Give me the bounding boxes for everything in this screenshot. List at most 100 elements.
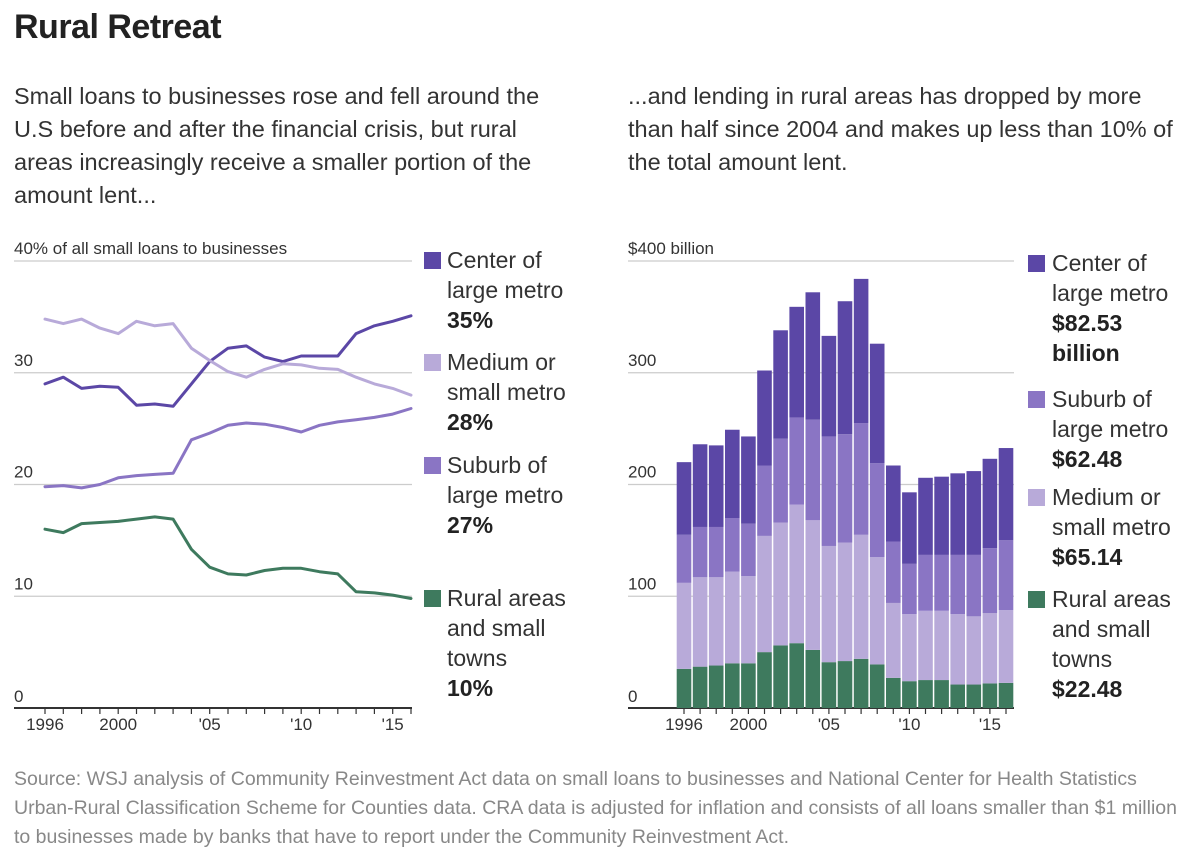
bar-segment-suburb [676, 534, 692, 583]
source-note: Source: WSJ analysis of Community Reinve… [14, 768, 1177, 848]
legend-label-rural: and small [1052, 616, 1150, 642]
bar-segment-center [821, 335, 837, 437]
bar-segment-medium [676, 582, 692, 669]
bar-segment-suburb [805, 419, 821, 521]
x-tick-label: '10 [290, 715, 312, 734]
bar-segment-medium [725, 571, 740, 664]
page-title: Rural Retreat [14, 8, 222, 46]
bar-segment-suburb [821, 436, 837, 546]
bar-segment-center [725, 429, 740, 519]
bar-segment-suburb [918, 554, 933, 611]
legend-value-rural: $22.48 [1052, 676, 1123, 702]
bar-segment-suburb [741, 523, 756, 577]
legend-label-suburb: large metro [1052, 416, 1168, 442]
legend-swatch-suburb [424, 457, 441, 474]
line-chart-share: 0 10 20 30 40% of all small loans to busines… [14, 239, 566, 734]
bar-segment-medium [902, 614, 917, 682]
bar-segment-suburb [934, 554, 949, 611]
bar-segment-medium [837, 542, 853, 662]
x-tick-label: '05 [199, 715, 221, 734]
bar-segment-medium [741, 576, 756, 664]
legend-label-rural: towns [1052, 646, 1112, 672]
bar-segment-medium [966, 616, 982, 685]
series-line-suburb [43, 407, 413, 490]
bar-segment-rural [853, 658, 869, 708]
bar-segment-medium [805, 520, 821, 650]
bar-segment-center [805, 292, 821, 420]
y-tick-label: 30 [14, 351, 33, 370]
x-tick-label: 2000 [729, 715, 767, 734]
bar-segment-medium [692, 577, 708, 667]
bar-segment-rural [725, 663, 740, 708]
bar-segment-center [869, 343, 885, 464]
x-tick-label: 1996 [665, 715, 703, 734]
bar-segment-rural [805, 649, 821, 708]
y-tick-label: 40% of all small loans to businesses [14, 239, 287, 258]
legend-swatch-rural [424, 590, 441, 607]
y-tick-label: 200 [628, 463, 656, 482]
bar-segment-center [676, 462, 692, 535]
bar-segment-rural [708, 665, 724, 708]
y-tick-label: 0 [14, 687, 23, 706]
y-tick-label: 0 [628, 687, 637, 706]
bar-segment-medium [934, 610, 949, 681]
bar-segment-rural [773, 645, 788, 708]
bar-segment-rural [692, 666, 708, 708]
legend-label-center: large metro [1052, 280, 1168, 306]
bar-segment-rural [757, 652, 772, 709]
bar-segment-center [966, 471, 982, 555]
legend-label-suburb: large metro [447, 482, 563, 508]
bar-segment-medium [853, 534, 869, 659]
bar-segment-rural [821, 662, 837, 708]
legend-label-medium: small metro [1052, 514, 1171, 540]
bar-segment-suburb [886, 541, 901, 603]
bar-segment-center [886, 465, 901, 542]
legend-value-suburb: 27% [447, 512, 493, 538]
y-tick-label: $400 billion [628, 239, 714, 258]
bar-segment-suburb [757, 465, 772, 536]
bar-segment-center [837, 301, 853, 435]
series-line-center [43, 314, 413, 408]
bar-segment-rural [934, 680, 949, 708]
bar-segment-suburb [789, 417, 804, 505]
stacked-bar-chart-amount: 0 100 200 300 $400 billion 1996 2000 '05 '10 '15 C… [628, 239, 1171, 734]
bar-segment-rural [966, 684, 982, 708]
x-tick-label: '10 [898, 715, 920, 734]
bar-segment-suburb [966, 554, 982, 617]
bar-segment-rural [918, 680, 933, 708]
bar-segment-center [708, 445, 724, 527]
series-line-medium [43, 317, 413, 397]
legend-label-medium: Medium or [1052, 484, 1161, 510]
bar-segment-rural [837, 661, 853, 708]
bar-segment-rural [741, 663, 756, 708]
legend-swatch-rural [1028, 591, 1045, 608]
legend-swatch-medium [424, 354, 441, 371]
legend-swatch-center [424, 252, 441, 269]
bar-segment-medium [708, 577, 724, 666]
bar-segment-suburb [773, 438, 788, 523]
bar-segment-rural [982, 683, 998, 708]
bar-segment-suburb [725, 518, 740, 572]
left-chart-intro: Small loans to businesses rose and fell … [14, 83, 540, 208]
bar-segment-medium [918, 610, 933, 681]
legend-value-suburb: $62.48 [1052, 446, 1123, 472]
legend-swatch-medium [1028, 489, 1045, 506]
x-tick-label: 2000 [99, 715, 137, 734]
bar-segment-center [757, 370, 772, 466]
legend-value-center: $82.53 [1052, 310, 1122, 336]
legend-label-medium: small metro [447, 379, 566, 405]
legend-value-medium: 28% [447, 409, 493, 435]
bar-segment-medium [982, 613, 998, 684]
bar-segment-suburb [853, 423, 869, 535]
bar-segment-rural [869, 664, 885, 708]
legend-label-rural: Rural areas [447, 585, 566, 611]
legend-label-center: Center of [447, 247, 542, 273]
bar-segment-medium [773, 522, 788, 646]
legend-value-center: 35% [447, 307, 493, 333]
bar-segment-rural [902, 681, 917, 708]
bar-segment-rural [950, 684, 965, 708]
legend-label-rural: Rural areas [1052, 586, 1171, 612]
bar-segment-center [741, 436, 756, 524]
bar-segment-medium [886, 602, 901, 678]
bar-segment-suburb [869, 463, 885, 558]
